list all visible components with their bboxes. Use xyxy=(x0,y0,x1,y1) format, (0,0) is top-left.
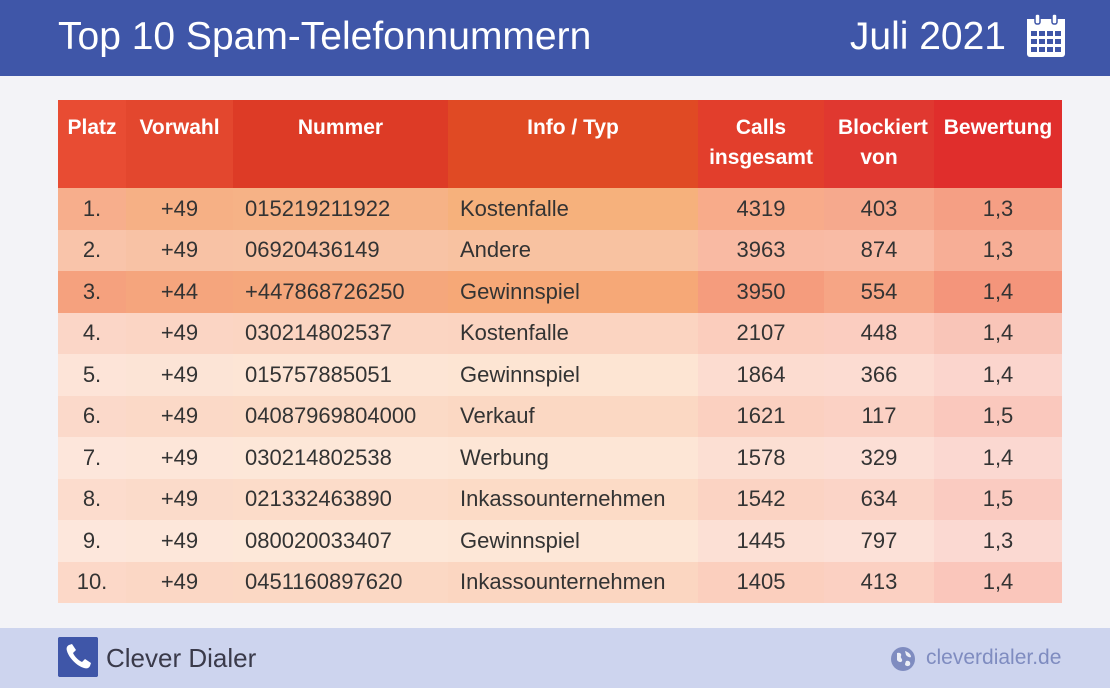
cell-vorwahl: +49 xyxy=(126,354,233,396)
cell-bewertung: 1,4 xyxy=(934,271,1062,313)
table-row: 7. +49 030214802538 Werbung 1578 329 1,4 xyxy=(58,437,1062,479)
cell-vorwahl: +44 xyxy=(126,271,233,313)
table-row: 10. +49 0451160897620 Inkassounternehmen 140… xyxy=(58,561,1062,603)
cell-info-typ: Gewinnspiel xyxy=(448,520,698,562)
cell-vorwahl: +49 xyxy=(126,312,233,354)
cell-blockiert: 403 xyxy=(824,188,934,230)
cell-vorwahl: +49 xyxy=(126,478,233,520)
cell-nummer: 030214802538 xyxy=(233,437,448,479)
column-header-platz: Platz xyxy=(58,100,126,188)
cell-platz: 8. xyxy=(58,478,126,520)
cell-calls: 1864 xyxy=(698,354,824,396)
cell-blockiert: 329 xyxy=(824,437,934,479)
cell-bewertung: 1,4 xyxy=(934,354,1062,396)
table-row: 4. +49 030214802537 Kostenfalle 2107 448 1,4 xyxy=(58,312,1062,354)
column-header-blockiert: Blockiert von xyxy=(824,100,934,188)
cell-platz: 9. xyxy=(58,520,126,562)
cell-calls: 3950 xyxy=(698,271,824,313)
cell-platz: 1. xyxy=(58,188,126,230)
table-row: 5. +49 015757885051 Gewinnspiel 1864 366 1,4 xyxy=(58,354,1062,396)
cell-bewertung: 1,4 xyxy=(934,437,1062,479)
cell-info-typ: Andere xyxy=(448,229,698,271)
cell-calls: 1578 xyxy=(698,437,824,479)
cell-bewertung: 1,4 xyxy=(934,561,1062,603)
page-title: Top 10 Spam-Telefonnummern xyxy=(58,15,592,58)
cell-calls: 1542 xyxy=(698,478,824,520)
cell-platz: 6. xyxy=(58,395,126,437)
brand-name: Clever Dialer xyxy=(106,643,257,673)
table-header-row: Platz Vorwahl Nummer Info / Typ Calls in… xyxy=(58,100,1062,188)
cell-vorwahl: +49 xyxy=(126,395,233,437)
cell-vorwahl: +49 xyxy=(126,229,233,271)
column-header-nummer: Nummer xyxy=(233,100,448,188)
cell-info-typ: Inkassounternehmen xyxy=(448,561,698,603)
cell-nummer: 080020033407 xyxy=(233,520,448,562)
column-header-calls: Calls insgesamt xyxy=(698,100,824,188)
cell-blockiert: 634 xyxy=(824,478,934,520)
table-row: 1. +49 015219211922 Kostenfalle 4319 403 1,3 xyxy=(58,188,1062,230)
cell-info-typ: Kostenfalle xyxy=(448,188,698,230)
cell-info-typ: Verkauf xyxy=(448,395,698,437)
cell-nummer: 06920436149 xyxy=(233,229,448,271)
cell-blockiert: 797 xyxy=(824,520,934,562)
cell-calls: 4319 xyxy=(698,188,824,230)
cell-nummer: +447868726250 xyxy=(233,271,448,313)
cell-bewertung: 1,3 xyxy=(934,520,1062,562)
cell-bewertung: 1,5 xyxy=(934,395,1062,437)
cell-platz: 3. xyxy=(58,271,126,313)
table-row: 6. +49 04087969804000 Verkauf 1621 117 1,5 xyxy=(58,395,1062,437)
cell-platz: 4. xyxy=(58,312,126,354)
cell-calls: 1621 xyxy=(698,395,824,437)
cell-platz: 2. xyxy=(58,229,126,271)
report-date: Juli 2021 xyxy=(849,15,1006,58)
cell-nummer: 015757885051 xyxy=(233,354,448,396)
cell-nummer: 04087969804000 xyxy=(233,395,448,437)
cell-bewertung: 1,3 xyxy=(934,229,1062,271)
cell-vorwahl: +49 xyxy=(126,188,233,230)
table-row: 3. +44 +447868726250 Gewinnspiel 3950 554 1,4 xyxy=(58,271,1062,313)
cell-nummer: 0451160897620 xyxy=(233,561,448,603)
cell-platz: 10. xyxy=(58,561,126,603)
cell-nummer: 030214802537 xyxy=(233,312,448,354)
cell-platz: 7. xyxy=(58,437,126,479)
cell-calls: 3963 xyxy=(698,229,824,271)
calendar-icon xyxy=(1027,14,1065,57)
table-row: 9. +49 080020033407 Gewinnspiel 1445 797 1,3 xyxy=(58,520,1062,562)
cell-blockiert: 366 xyxy=(824,354,934,396)
cell-info-typ: Gewinnspiel xyxy=(448,354,698,396)
table-row: 2. +49 06920436149 Andere 3963 874 1,3 xyxy=(58,229,1062,271)
globe-icon xyxy=(891,647,915,671)
spam-table: Platz Vorwahl Nummer Info / Typ Calls in… xyxy=(58,100,1062,603)
cell-bewertung: 1,5 xyxy=(934,478,1062,520)
phone-icon xyxy=(58,637,98,677)
cell-bewertung: 1,3 xyxy=(934,188,1062,230)
cell-blockiert: 554 xyxy=(824,271,934,313)
column-header-vorwahl: Vorwahl xyxy=(126,100,233,188)
cell-info-typ: Werbung xyxy=(448,437,698,479)
cell-nummer: 015219211922 xyxy=(233,188,448,230)
column-header-bewertung: Bewertung xyxy=(934,100,1062,188)
cell-calls: 2107 xyxy=(698,312,824,354)
cell-blockiert: 448 xyxy=(824,312,934,354)
cell-blockiert: 413 xyxy=(824,561,934,603)
cell-info-typ: Inkassounternehmen xyxy=(448,478,698,520)
header-bar: Top 10 Spam-Telefonnummern Juli 2021 xyxy=(0,0,1110,76)
cell-info-typ: Gewinnspiel xyxy=(448,271,698,313)
cell-blockiert: 874 xyxy=(824,229,934,271)
cell-bewertung: 1,4 xyxy=(934,312,1062,354)
cell-info-typ: Kostenfalle xyxy=(448,312,698,354)
website-link[interactable]: cleverdialer.de xyxy=(926,646,1062,669)
cell-blockiert: 117 xyxy=(824,395,934,437)
cell-vorwahl: +49 xyxy=(126,437,233,479)
cell-calls: 1405 xyxy=(698,561,824,603)
table-row: 8. +49 021332463890 Inkassounternehmen 1542 6… xyxy=(58,478,1062,520)
cell-vorwahl: +49 xyxy=(126,520,233,562)
cell-nummer: 021332463890 xyxy=(233,478,448,520)
cell-calls: 1445 xyxy=(698,520,824,562)
footer-bar: Clever Dialer cleverdialer.de xyxy=(0,628,1110,688)
column-header-info-typ: Info / Typ xyxy=(448,100,698,188)
cell-platz: 5. xyxy=(58,354,126,396)
cell-vorwahl: +49 xyxy=(126,561,233,603)
